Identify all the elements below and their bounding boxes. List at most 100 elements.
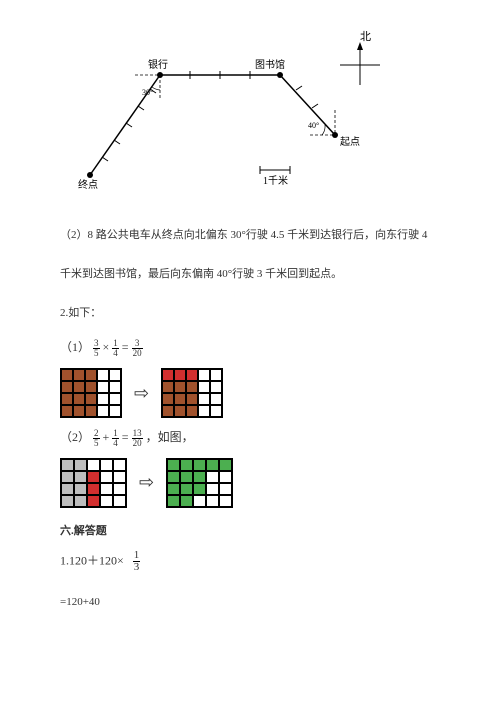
library-label: 图书馆 — [255, 58, 285, 71]
grid-cell — [113, 459, 126, 471]
grid-cell — [87, 483, 100, 495]
grid-cell — [193, 459, 206, 471]
grid-3 — [60, 458, 127, 508]
grid-cell — [162, 393, 174, 405]
grid-cell — [61, 369, 73, 381]
grid-cell — [219, 471, 232, 483]
grid-cell — [73, 393, 85, 405]
grid-cell — [193, 483, 206, 495]
scale-label: 1千米 — [263, 174, 288, 187]
grid-cell — [113, 483, 126, 495]
grid-cell — [100, 483, 113, 495]
grid-cell — [186, 369, 198, 381]
grid-cell — [61, 495, 74, 507]
formula2-suffix: ，如图， — [146, 430, 194, 444]
grid-cell — [167, 459, 180, 471]
grid-cell — [61, 405, 73, 417]
grid-cell — [198, 381, 210, 393]
grid-cell — [219, 459, 232, 471]
grid-cell — [109, 381, 121, 393]
grid-cell — [174, 381, 186, 393]
arrow-icon: ⇨ — [135, 472, 158, 493]
grid-cell — [109, 393, 121, 405]
formula1-prefix: （1） — [60, 340, 90, 354]
formula-1: （1） 35 × 14 = 320 — [60, 338, 440, 358]
grid-cell — [180, 495, 193, 507]
grid-cell — [210, 393, 222, 405]
paragraph-1: （2）8 路公共电车从终点向北偏东 30°行驶 4.5 千米到达银行后，向东行驶… — [60, 220, 440, 251]
grid-row-1: ⇨ — [60, 368, 440, 418]
grid-cell — [167, 471, 180, 483]
grid-cell — [87, 471, 100, 483]
grid-cell — [100, 471, 113, 483]
grid-cell — [210, 405, 222, 417]
grid-cell — [61, 471, 74, 483]
grid-2 — [161, 368, 223, 418]
grid-cell — [174, 393, 186, 405]
grid-cell — [198, 369, 210, 381]
grid-cell — [167, 495, 180, 507]
grid-cell — [73, 405, 85, 417]
grid-cell — [85, 405, 97, 417]
formula-2: （2） 25 + 14 = 1320 ，如图， — [60, 428, 440, 448]
grid-cell — [198, 405, 210, 417]
answer-1-line-1: 1.120＋120× 13 — [60, 550, 440, 573]
grid-row-2: ⇨ — [60, 458, 440, 508]
grid-cell — [162, 405, 174, 417]
route-diagram: 北 1千米 终点 银行 图书馆 起点 — [60, 20, 440, 200]
north-label: 北 — [360, 30, 371, 43]
grid-cell — [210, 381, 222, 393]
grid-cell — [109, 369, 121, 381]
grid-cell — [198, 393, 210, 405]
grid-cell — [100, 495, 113, 507]
grid-1 — [60, 368, 122, 418]
angle-right-label: 40° — [308, 121, 319, 130]
q2-header: 2.如下： — [60, 298, 440, 329]
grid-cell — [87, 495, 100, 507]
grid-cell — [206, 471, 219, 483]
grid-cell — [180, 459, 193, 471]
grid-cell — [87, 459, 100, 471]
grid-cell — [73, 381, 85, 393]
grid-cell — [61, 381, 73, 393]
grid-cell — [74, 459, 87, 471]
grid-cell — [97, 381, 109, 393]
grid-cell — [186, 381, 198, 393]
grid-cell — [193, 495, 206, 507]
start-point-label: 起点 — [340, 136, 360, 148]
grid-cell — [219, 495, 232, 507]
grid-cell — [186, 405, 198, 417]
grid-cell — [210, 369, 222, 381]
grid-cell — [97, 393, 109, 405]
grid-cell — [219, 483, 232, 495]
grid-cell — [74, 495, 87, 507]
grid-cell — [113, 495, 126, 507]
grid-cell — [85, 381, 97, 393]
angle-left-label: 30° — [142, 88, 153, 97]
grid-cell — [167, 483, 180, 495]
grid-cell — [162, 369, 174, 381]
grid-cell — [97, 369, 109, 381]
grid-cell — [206, 483, 219, 495]
arrow-icon: ⇨ — [130, 383, 153, 404]
grid-cell — [85, 369, 97, 381]
grid-cell — [174, 405, 186, 417]
grid-cell — [186, 393, 198, 405]
grid-cell — [61, 459, 74, 471]
end-point-label: 终点 — [78, 178, 98, 191]
grid-cell — [100, 459, 113, 471]
grid-cell — [180, 471, 193, 483]
grid-cell — [206, 459, 219, 471]
bank-label: 银行 — [148, 58, 168, 71]
paragraph-2: 千米到达图书馆，最后向东偏南 40°行驶 3 千米回到起点。 — [60, 259, 440, 290]
grid-cell — [113, 471, 126, 483]
grid-cell — [61, 483, 74, 495]
answer-1-line-2: =120+40 — [60, 587, 440, 618]
formula2-prefix: （2） — [60, 430, 90, 444]
grid-cell — [74, 471, 87, 483]
section-6-title: 六.解答题 — [60, 522, 440, 538]
grid-cell — [193, 471, 206, 483]
grid-4 — [166, 458, 233, 508]
grid-cell — [162, 381, 174, 393]
grid-cell — [206, 495, 219, 507]
